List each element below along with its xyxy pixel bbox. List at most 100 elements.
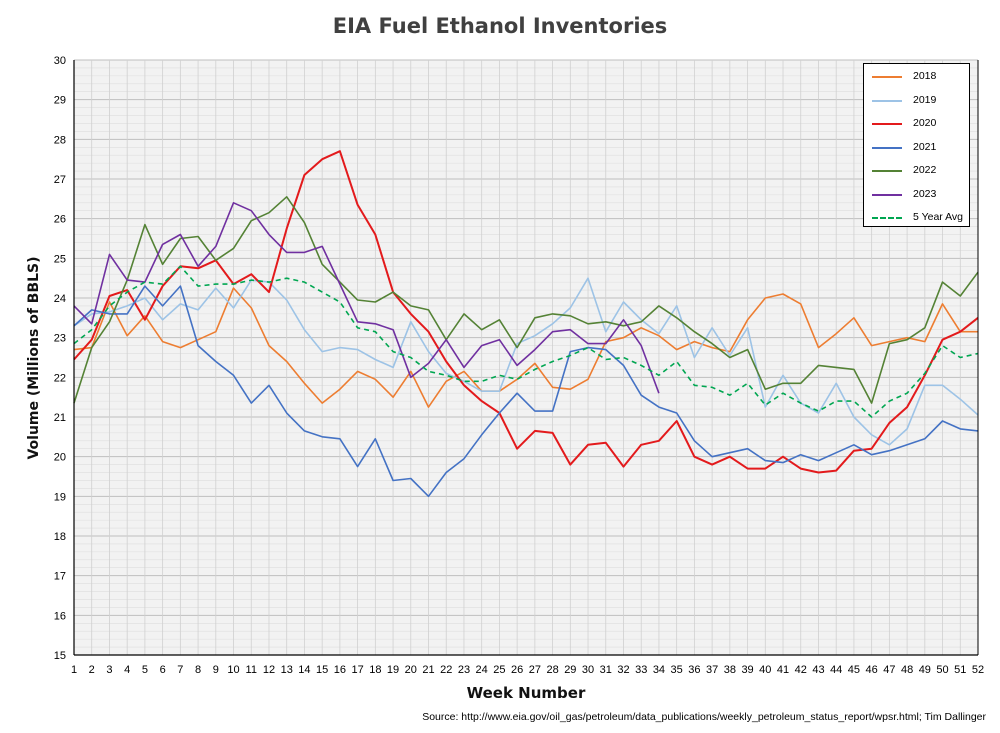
x-tick-label: 49 [919, 664, 931, 676]
x-tick-label: 8 [195, 664, 201, 676]
x-tick-label: 45 [848, 664, 860, 676]
x-tick-label: 32 [617, 664, 629, 676]
legend-entry: 2018 [872, 69, 968, 83]
x-tick-label: 17 [351, 664, 363, 676]
y-tick-label: 23 [54, 333, 66, 345]
x-tick-label: 18 [369, 664, 381, 676]
y-tick-label: 16 [54, 610, 66, 622]
x-tick-label: 2 [89, 664, 95, 676]
series-line-5-year-avg [73, 265, 979, 418]
legend-swatch [872, 99, 902, 102]
y-tick-label: 24 [54, 293, 66, 305]
legend-swatch [872, 217, 902, 219]
x-tick-label: 39 [741, 664, 753, 676]
series-line-2022 [73, 196, 979, 404]
y-tick-label: 21 [54, 412, 66, 424]
legend-entry: 2023 [872, 187, 968, 201]
x-tick-label: 5 [142, 664, 148, 676]
legend-label: 5 Year Avg [913, 211, 964, 223]
y-tick-label: 27 [54, 174, 66, 186]
y-tick-label: 20 [54, 452, 66, 464]
y-tick-label: 18 [54, 531, 66, 543]
x-tick-label: 38 [724, 664, 736, 676]
x-tick-label: 46 [866, 664, 878, 676]
x-tick-label: 23 [458, 664, 470, 676]
x-tick-label: 3 [106, 664, 112, 676]
x-tick-label: 25 [493, 664, 505, 676]
series-line-2018 [73, 287, 978, 408]
x-tick-label: 48 [901, 664, 913, 676]
x-tick-label: 30 [582, 664, 594, 676]
x-tick-label: 36 [688, 664, 700, 676]
x-tick-label: 34 [653, 664, 665, 676]
x-tick-label: 24 [476, 664, 488, 676]
legend-label: 2018 [913, 70, 937, 82]
x-tick-label: 11 [246, 664, 257, 676]
axes [73, 60, 979, 656]
x-axis-label: Week Number [466, 684, 586, 702]
legend: 2018 2019 2020 2021 2022 2023 5 Year Avg [863, 63, 970, 227]
x-tick-label: 52 [972, 664, 984, 676]
x-tick-label: 16 [334, 664, 346, 676]
legend-swatch [872, 146, 902, 149]
x-tick-label: 12 [263, 664, 275, 676]
x-tick-label: 13 [281, 664, 293, 676]
x-tick-label: 26 [511, 664, 523, 676]
series-line-2020 [73, 150, 979, 474]
x-tick-label: 35 [671, 664, 683, 676]
series-line-2023 [73, 202, 660, 394]
y-tick-label: 28 [54, 134, 66, 146]
legend-entry: 2022 [872, 163, 968, 177]
y-tick-label: 29 [54, 95, 66, 107]
legend-label: 2023 [913, 187, 937, 200]
series-line-2019 [73, 277, 979, 446]
source-note: Source: http://www.eia.gov/oil_gas/petro… [422, 711, 986, 723]
chart-title: EIA Fuel Ethanol Inventories [332, 14, 668, 38]
y-tick-label: 17 [54, 571, 66, 583]
y-tick-label: 25 [54, 253, 66, 265]
legend-label: 2020 [913, 117, 937, 129]
x-tick-label: 20 [405, 664, 417, 676]
x-tick-label: 19 [387, 664, 399, 676]
x-tick-label: 14 [298, 664, 310, 676]
legend-label: 2022 [913, 164, 937, 176]
x-tick-label: 50 [936, 664, 948, 676]
legend-entry: 2020 [872, 116, 968, 130]
x-tick-label: 22 [440, 664, 452, 676]
x-tick-label: 31 [600, 664, 612, 676]
legend-swatch [872, 193, 902, 196]
y-axis-label: Volume (Millions of BBLS) [26, 256, 42, 460]
legend-entry: 5 Year Avg [872, 210, 968, 224]
legend-entry: 2021 [872, 140, 968, 154]
x-tick-label: 9 [213, 664, 219, 676]
y-tick-label: 19 [54, 491, 66, 503]
legend-label: 2019 [913, 93, 937, 106]
x-tick-label: 47 [883, 664, 895, 676]
legend-swatch [872, 123, 902, 125]
x-tick-label: 4 [124, 664, 130, 676]
x-tick-label: 51 [954, 664, 966, 676]
x-tick-label: 15 [316, 664, 328, 676]
y-tick-label: 30 [54, 55, 66, 67]
legend-label: 2021 [913, 140, 937, 153]
x-tick-label: 1 [71, 664, 77, 676]
x-tick-label: 41 [777, 664, 789, 676]
legend-swatch [872, 170, 902, 172]
x-tick-label: 28 [546, 664, 558, 676]
series-line-2021 [73, 285, 979, 498]
x-tick-label: 6 [160, 664, 166, 676]
x-tick-label: 43 [812, 664, 824, 676]
x-tick-label: 33 [635, 664, 647, 676]
legend-swatch [872, 76, 902, 78]
y-tick-label: 26 [54, 214, 66, 226]
x-tick-label: 29 [564, 664, 576, 676]
x-tick-label: 37 [706, 664, 718, 676]
series-lines [73, 150, 979, 498]
x-tick-label: 44 [830, 664, 842, 676]
y-tick-label: 22 [54, 372, 66, 384]
x-tick-label: 10 [227, 664, 239, 676]
x-tick-label: 42 [795, 664, 807, 676]
y-tick-label: 15 [54, 650, 66, 662]
